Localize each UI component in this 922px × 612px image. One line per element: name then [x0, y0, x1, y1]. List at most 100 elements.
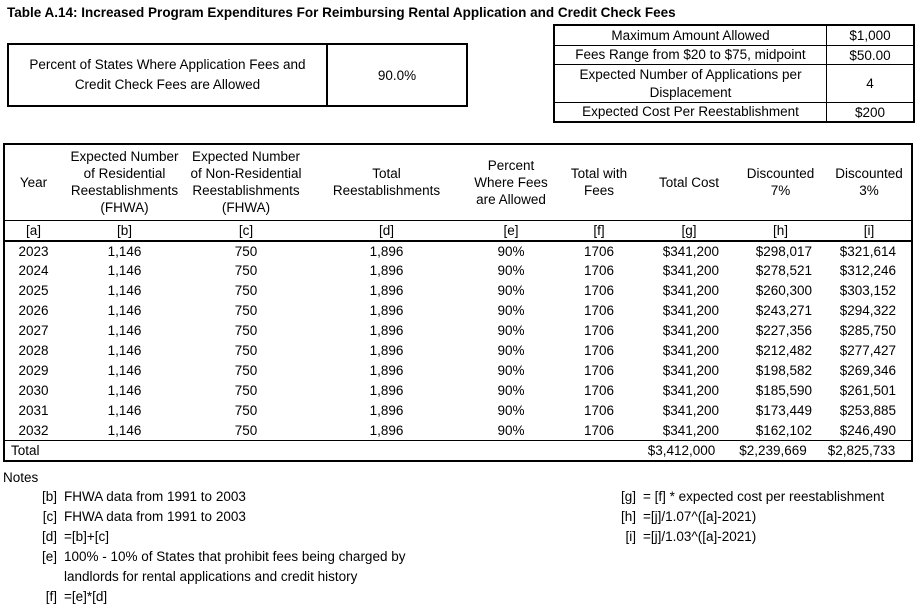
- total-cell-c: [187, 440, 305, 461]
- note-text: =[b]+[c]: [64, 529, 110, 544]
- notes-section: Notes [b] FHWA data from 1991 to 2003 [c] F…: [3, 469, 919, 604]
- table-row: 2028 1,146 750 1,896 90% 1706 $341,200 $212,482…: [4, 341, 912, 361]
- cell-h: $185,590: [755, 383, 812, 398]
- cell-h: $260,300: [755, 283, 812, 298]
- cell-a: 2030: [18, 383, 49, 398]
- total-cell-a: Total: [4, 440, 62, 461]
- table-row: 2023 1,146 750 1,896 90% 1706 $341,200 $298,017…: [4, 241, 912, 261]
- note-text: FHWA data from 1991 to 2003: [64, 509, 246, 524]
- notes-heading: Notes: [3, 470, 39, 485]
- cell-a: 2026: [18, 303, 49, 318]
- assumption-label: Expected Number of Applications per Disp…: [555, 65, 827, 102]
- table-row: 2027 1,146 750 1,896 90% 1706 $341,200 $227,356…: [4, 321, 912, 341]
- assumption-value: 4: [866, 76, 874, 91]
- total-cell-b: [62, 440, 187, 461]
- note-row: [f] =[e]*[d]: [5, 587, 405, 607]
- page-title: Table A.14: Increased Program Expenditur…: [7, 5, 676, 20]
- total-row: Total $3,412,000 $2,239,669 $2,825,733: [4, 440, 912, 461]
- percent-states-label: Percent of States Where Application Fees…: [9, 45, 328, 105]
- cell-d: 1,896: [369, 343, 404, 358]
- assumption-label: Fees Range from $20 to $75, midpoint: [555, 46, 827, 64]
- note-row: [d] =[b]+[c]: [5, 527, 405, 547]
- assumptions-box: Maximum Amount Allowed $1,000 Fees Range f…: [553, 24, 915, 123]
- column-letter-cell-d: [d]: [305, 220, 468, 242]
- cell-d: 1,896: [369, 303, 404, 318]
- note-row: [i] =[j]/1.03^([a]-2021): [578, 527, 884, 547]
- cell-c: 750: [234, 403, 258, 418]
- column-letter-cell-f: [f]: [554, 220, 644, 242]
- assumption-value: $1,000: [849, 28, 891, 43]
- header-cell-e: Percent Where Fees are Allowed: [468, 144, 554, 221]
- table-row: 2024 1,146 750 1,896 90% 1706 $341,200 $278,521…: [4, 261, 912, 281]
- cell-g: $341,200: [662, 383, 719, 398]
- table-row: 2030 1,146 750 1,896 90% 1706 $341,200 $185,590…: [4, 381, 912, 401]
- cell-d: 1,896: [369, 283, 404, 298]
- assumption-value: $50.00: [849, 47, 891, 63]
- column-letter-cell-i: [i]: [827, 220, 912, 242]
- assumption-row: Maximum Amount Allowed $1,000: [555, 26, 913, 45]
- cell-f: 1706: [583, 343, 615, 358]
- note-ref: [d]: [41, 529, 57, 544]
- cell-f: 1706: [583, 243, 615, 259]
- total-cell-i: $2,825,733: [827, 440, 912, 461]
- cell-b: 1,146: [107, 303, 142, 318]
- cell-b: 1,146: [107, 263, 142, 278]
- cell-d: 1,896: [369, 363, 404, 378]
- cell-b: 1,146: [107, 283, 142, 298]
- notes-right-column: [g] = [f] * expected cost per reestablish…: [578, 487, 884, 547]
- cell-h: $212,482: [755, 343, 812, 358]
- cell-e: 90%: [497, 383, 525, 398]
- cell-c: 750: [234, 283, 258, 298]
- cell-g: $341,200: [662, 403, 719, 418]
- note-text: =[j]/1.07^([a]-2021): [643, 509, 757, 524]
- cell-c: 750: [234, 363, 258, 378]
- cell-i: $321,614: [839, 243, 896, 259]
- note-ref: [g]: [620, 489, 636, 504]
- cell-g: $341,200: [662, 303, 719, 318]
- note-ref: [h]: [620, 509, 636, 524]
- header-cell-b: Expected Number of Residential Reestabli…: [62, 144, 187, 221]
- cell-c: 750: [234, 343, 258, 358]
- cell-d: 1,896: [369, 323, 404, 338]
- cell-f: 1706: [583, 403, 615, 418]
- assumption-row: Expected Cost Per Reestablishment $200: [555, 102, 913, 121]
- total-cell-f: [554, 440, 644, 461]
- assumption-label: Maximum Amount Allowed: [555, 26, 827, 45]
- total-cell-e: [468, 440, 554, 461]
- percent-states-box: Percent of States Where Application Fees…: [7, 43, 468, 107]
- table-body: 2023 1,146 750 1,896 90% 1706 $341,200 $298,017…: [4, 241, 912, 441]
- header-cell-g: Total Cost: [644, 144, 734, 221]
- cell-e: 90%: [497, 303, 525, 318]
- note-text: = [f] * expected cost per reestablishmen…: [643, 489, 885, 504]
- cell-g: $341,200: [662, 363, 719, 378]
- cell-i: $312,246: [839, 263, 896, 278]
- cell-e: 90%: [497, 243, 525, 259]
- column-letters-row: [a] [b] [c] [d] [e] [f] [g] [h] [i]: [4, 220, 912, 242]
- cell-e: 90%: [497, 343, 525, 358]
- cell-h: $278,521: [755, 263, 812, 278]
- cell-e: 90%: [497, 422, 525, 438]
- cell-c: 750: [234, 243, 258, 259]
- cell-e: 90%: [497, 403, 525, 418]
- note-row: [c] FHWA data from 1991 to 2003: [5, 507, 405, 527]
- cell-g: $341,200: [662, 243, 719, 259]
- cell-b: 1,146: [107, 383, 142, 398]
- cell-d: 1,896: [369, 403, 404, 418]
- cell-g: $341,200: [662, 263, 719, 278]
- note-row: [g] = [f] * expected cost per reestablish…: [578, 487, 884, 507]
- header-cell-d: Total Reestablishments: [305, 144, 468, 221]
- column-letter-cell-c: [c]: [187, 220, 305, 242]
- cell-i: $303,152: [839, 283, 896, 298]
- cell-d: 1,896: [369, 422, 404, 438]
- table-row: 2025 1,146 750 1,896 90% 1706 $341,200 $260,300…: [4, 281, 912, 301]
- note-text: FHWA data from 1991 to 2003: [64, 489, 246, 504]
- cell-i: $261,501: [839, 383, 896, 398]
- cell-b: 1,146: [107, 243, 142, 259]
- cell-g: $341,200: [662, 323, 719, 338]
- cell-b: 1,146: [107, 343, 142, 358]
- cell-c: 750: [234, 323, 258, 338]
- assumption-value: $200: [854, 104, 886, 120]
- cell-i: $253,885: [839, 403, 896, 418]
- cell-b: 1,146: [107, 422, 142, 438]
- cell-d: 1,896: [369, 383, 404, 398]
